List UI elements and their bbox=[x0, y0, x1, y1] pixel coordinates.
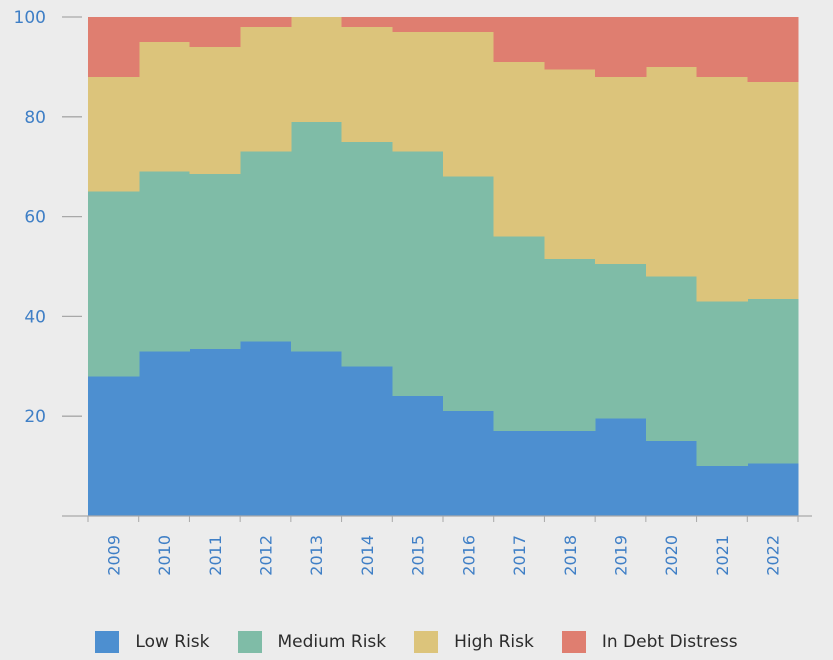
area-segment-medium-risk-2019 bbox=[595, 264, 647, 419]
legend-label: In Debt Distress bbox=[601, 632, 738, 652]
area-segment-low-risk-2012 bbox=[240, 341, 292, 516]
area-segment-low-risk-2016 bbox=[443, 411, 495, 516]
x-tick-label: 2013 bbox=[307, 535, 326, 576]
area-segment-in-debt-distress-2017 bbox=[493, 17, 546, 62]
area-segment-low-risk-2020 bbox=[645, 441, 698, 516]
area-segment-low-risk-2021 bbox=[696, 466, 748, 516]
area-segment-high-risk-2013 bbox=[290, 17, 343, 122]
area-segment-high-risk-2011 bbox=[189, 46, 241, 175]
area-segment-in-debt-distress-2011 bbox=[189, 17, 241, 47]
series-in-debt-distress bbox=[88, 17, 799, 82]
series-low-risk bbox=[88, 341, 799, 516]
area-segment-medium-risk-2013 bbox=[290, 121, 343, 352]
legend-item-medium-risk: Medium Risk bbox=[237, 631, 387, 653]
plot-areas bbox=[88, 17, 799, 516]
area-segment-medium-risk-2022 bbox=[747, 298, 799, 464]
x-tick-label: 2014 bbox=[358, 535, 377, 576]
area-segment-medium-risk-2017 bbox=[493, 236, 546, 432]
area-segment-low-risk-2011 bbox=[189, 348, 241, 516]
legend-swatch bbox=[561, 631, 586, 653]
area-segment-high-risk-2016 bbox=[443, 31, 495, 177]
legend: Low Risk Medium Risk High Risk In Debt Dist… bbox=[0, 624, 833, 660]
x-tick-label: 2016 bbox=[459, 535, 478, 576]
legend-label: Medium Risk bbox=[277, 632, 387, 652]
x-tick-label: 2015 bbox=[409, 535, 428, 576]
area-segment-in-debt-distress-2010 bbox=[138, 17, 191, 42]
x-tick-label: 2012 bbox=[257, 535, 276, 576]
area-segment-high-risk-2015 bbox=[392, 31, 444, 152]
area-segment-low-risk-2015 bbox=[392, 396, 444, 516]
series-medium-risk bbox=[88, 121, 799, 467]
area-segment-high-risk-2019 bbox=[595, 76, 647, 265]
x-tick-label: 2020 bbox=[662, 535, 681, 576]
area-segment-low-risk-2014 bbox=[341, 366, 393, 516]
area-segment-high-risk-2020 bbox=[645, 66, 698, 277]
area-segment-in-debt-distress-2012 bbox=[240, 17, 292, 27]
area-segment-medium-risk-2010 bbox=[138, 171, 191, 352]
x-tick-label: 2011 bbox=[206, 535, 225, 576]
area-segment-medium-risk-2011 bbox=[189, 174, 241, 349]
legend-label: Low Risk bbox=[135, 632, 210, 652]
legend-item-low-risk: Low Risk bbox=[95, 631, 210, 653]
x-tick-label: 2022 bbox=[764, 535, 783, 576]
legend-swatch bbox=[95, 631, 120, 653]
series-high-risk bbox=[88, 17, 799, 302]
area-segment-high-risk-2010 bbox=[138, 41, 191, 172]
y-tick-label: 60 bbox=[24, 208, 46, 228]
axes bbox=[62, 16, 812, 522]
legend-item-high-risk: High Risk bbox=[414, 631, 534, 653]
area-segment-low-risk-2013 bbox=[290, 351, 343, 516]
area-segment-high-risk-2022 bbox=[747, 81, 799, 299]
area-segment-low-risk-2010 bbox=[138, 351, 191, 516]
x-tick-label: 2018 bbox=[561, 535, 580, 576]
area-segment-high-risk-2021 bbox=[696, 76, 748, 302]
tick-labels: 20 40 60 80 100 2009 2010 2011 2012 2013 2014 2015 2… bbox=[14, 8, 783, 576]
x-tick-label: 2017 bbox=[510, 535, 529, 576]
legend-swatch bbox=[414, 631, 439, 653]
area-segment-low-risk-2017 bbox=[493, 431, 546, 516]
x-tick-label: 2009 bbox=[104, 535, 123, 576]
y-tick-label: 40 bbox=[24, 307, 46, 327]
legend-label: High Risk bbox=[454, 632, 534, 652]
legend-swatch bbox=[237, 631, 262, 653]
x-tick-label: 2021 bbox=[713, 535, 732, 576]
y-tick-label: 20 bbox=[24, 407, 46, 427]
area-segment-in-debt-distress-2014 bbox=[341, 17, 393, 27]
area-segment-medium-risk-2018 bbox=[544, 259, 596, 432]
legend-item-in-debt-distress: In Debt Distress bbox=[561, 631, 738, 653]
area-segment-low-risk-2018 bbox=[544, 431, 596, 516]
y-tick-label: 100 bbox=[14, 8, 46, 28]
area-segment-low-risk-2009 bbox=[88, 376, 140, 516]
area-segment-medium-risk-2016 bbox=[443, 176, 495, 412]
area-segment-high-risk-2009 bbox=[88, 76, 140, 192]
area-segment-in-debt-distress-2020 bbox=[645, 17, 698, 67]
y-tick-label: 80 bbox=[24, 108, 46, 128]
area-segment-in-debt-distress-2022 bbox=[747, 17, 799, 82]
area-segment-in-debt-distress-2021 bbox=[696, 17, 748, 77]
area-segment-low-risk-2019 bbox=[595, 418, 647, 516]
area-segment-high-risk-2014 bbox=[341, 26, 393, 142]
area-segment-in-debt-distress-2016 bbox=[443, 17, 495, 32]
area-segment-medium-risk-2014 bbox=[341, 141, 393, 367]
area-segment-medium-risk-2009 bbox=[88, 191, 140, 377]
area-segment-medium-risk-2020 bbox=[645, 276, 698, 442]
area-segment-low-risk-2022 bbox=[747, 463, 799, 516]
area-segment-medium-risk-2012 bbox=[240, 151, 292, 342]
area-segment-in-debt-distress-2018 bbox=[544, 17, 596, 70]
area-segment-high-risk-2018 bbox=[544, 69, 596, 260]
area-segment-high-risk-2017 bbox=[493, 61, 546, 237]
x-tick-label: 2010 bbox=[155, 535, 174, 576]
area-segment-medium-risk-2021 bbox=[696, 301, 748, 467]
x-tick-label: 2019 bbox=[612, 535, 631, 576]
area-segment-medium-risk-2015 bbox=[392, 151, 444, 397]
area-segment-in-debt-distress-2015 bbox=[392, 17, 444, 32]
area-segment-in-debt-distress-2009 bbox=[88, 17, 140, 77]
area-segment-high-risk-2012 bbox=[240, 26, 292, 152]
area-segment-in-debt-distress-2019 bbox=[595, 17, 647, 77]
